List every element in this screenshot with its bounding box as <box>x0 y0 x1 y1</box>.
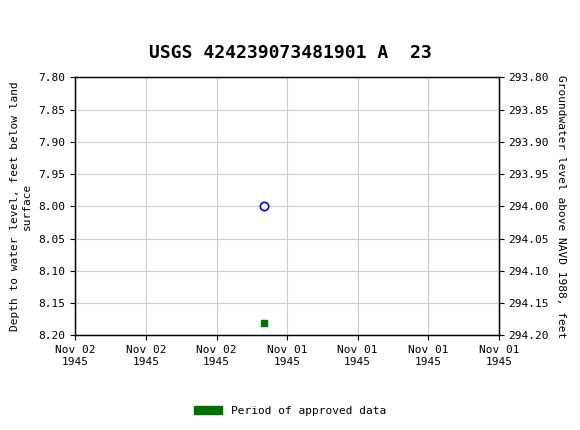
Text: USGS 424239073481901 A  23: USGS 424239073481901 A 23 <box>148 44 432 62</box>
Text: ≡USGS: ≡USGS <box>12 16 78 36</box>
Y-axis label: Groundwater level above NAVD 1988, feet: Groundwater level above NAVD 1988, feet <box>556 75 566 338</box>
Legend: Period of approved data: Period of approved data <box>190 401 390 420</box>
Y-axis label: Depth to water level, feet below land
surface: Depth to water level, feet below land su… <box>10 82 32 331</box>
